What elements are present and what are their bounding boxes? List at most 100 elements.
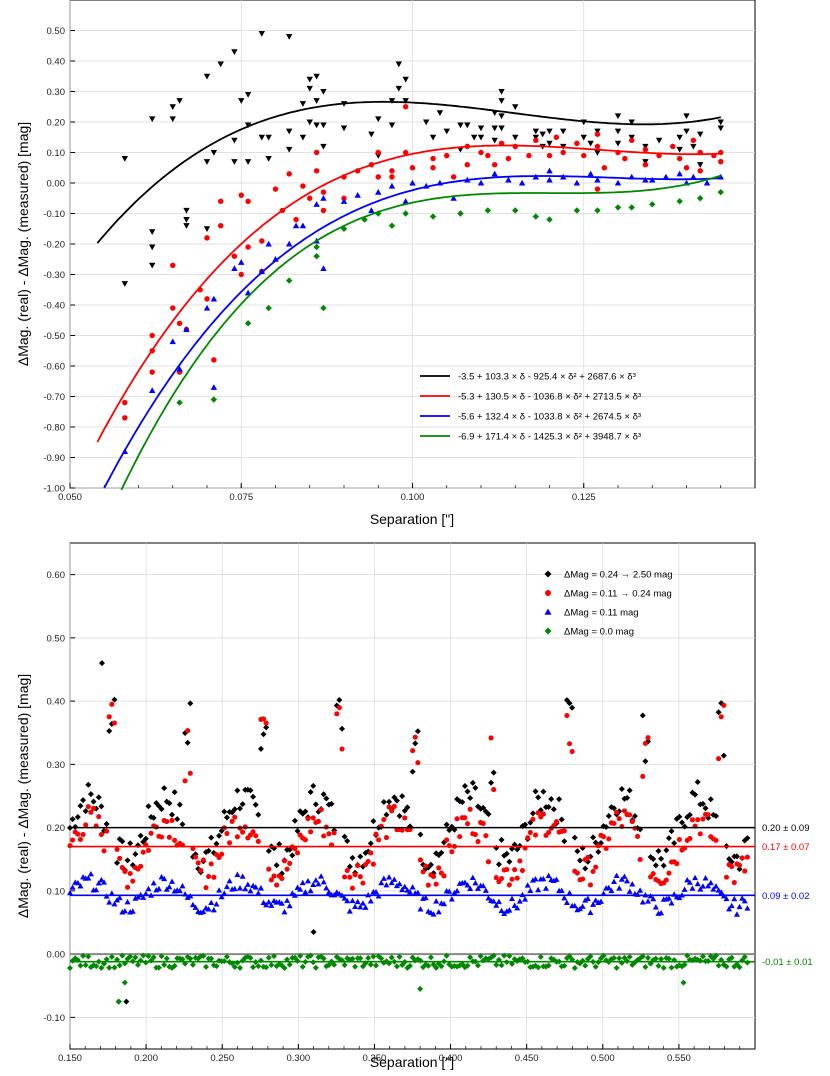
bottom-series-0-point	[522, 821, 529, 828]
top-series-2-point	[149, 387, 156, 393]
top-series-3-point	[546, 216, 553, 223]
top-series-2-point	[388, 182, 396, 189]
bottom-series-2-point	[475, 885, 482, 891]
bottom-series-2-point	[686, 879, 693, 885]
top-series-0-point	[176, 98, 183, 104]
bottom-series-1-point	[263, 720, 269, 726]
bottom-series-2-point	[367, 898, 374, 904]
top-series-2-point	[546, 176, 553, 183]
bottom-series-2-point	[482, 887, 489, 893]
bottom-series-1-point	[349, 885, 356, 891]
top-series-0-point	[423, 119, 430, 126]
top-series-0-point	[697, 162, 704, 168]
bottom-series-2-point	[341, 895, 348, 901]
bottom-series-3-outlier	[121, 979, 128, 986]
bottom-series-0-point	[624, 794, 631, 801]
bottom-series-1-point	[90, 805, 97, 811]
bottom-series-2-point	[93, 886, 100, 893]
bottom-series-2-point	[527, 887, 534, 894]
bottom-series-2-point	[140, 894, 147, 900]
bottom-series-2-point	[237, 885, 244, 891]
top-series-0-point	[299, 101, 307, 107]
bottom-series-2-point	[446, 888, 453, 894]
bottom-series-2-point	[176, 887, 183, 894]
bottom-series-2-point	[736, 903, 743, 910]
bottom-series-2-point	[407, 888, 414, 895]
top-series-0-point	[244, 159, 252, 165]
top-series-0-point	[286, 128, 293, 135]
bottom-series-1-point	[211, 874, 217, 880]
bottom-series-2-point	[95, 880, 102, 886]
bottom-series-1-point	[114, 846, 120, 853]
top-series-2-point	[594, 176, 601, 183]
bottom-series-2-point	[216, 887, 223, 893]
bottom-series-1-point	[493, 875, 499, 881]
bottom-series-2-point	[699, 883, 706, 889]
bottom-series-0-point	[255, 811, 262, 818]
bottom-series-1-point	[172, 837, 178, 843]
bottom-series-1-point	[381, 817, 387, 823]
top-series-1-point	[170, 262, 176, 269]
top-series-3-point	[320, 304, 327, 312]
top-y-tick-label: -0.90	[43, 453, 65, 464]
bottom-series-1-point	[593, 864, 599, 870]
bottom-series-3-point	[723, 963, 730, 970]
top-series-1-point	[670, 143, 676, 150]
top-series-0-point	[642, 143, 649, 150]
bottom-series-1-point	[504, 867, 510, 873]
bottom-series-1-point	[666, 870, 672, 876]
top-series-3-point	[532, 213, 539, 220]
bottom-series-0-point	[590, 834, 597, 841]
bottom-series-1-point	[109, 701, 115, 707]
top-series-1-point	[683, 165, 690, 171]
bottom-series-2-point	[145, 885, 152, 892]
bottom-series-0-point	[124, 857, 131, 864]
bottom-y-axis-label: ΔMag. (real) - ΔMag. (measured) [mag]	[15, 674, 31, 918]
bottom-series-0-point	[174, 816, 181, 823]
bottom-series-3-point	[388, 954, 395, 961]
bottom-series-2-point	[558, 887, 565, 893]
bottom-series-0-point	[370, 818, 377, 825]
top-series-0-point	[655, 137, 663, 144]
bottom-mean-labels: 0.20 ± 0.09 0.17 ± 0.07 0.09 ± 0.02 -0.01 ±…	[762, 823, 813, 968]
bottom-series-2-point	[69, 884, 76, 890]
bottom-series-3-point	[98, 964, 105, 971]
top-series-0-point	[183, 223, 190, 229]
bottom-series-1-point	[498, 875, 505, 882]
bottom-series-2-point	[684, 876, 691, 883]
bottom-series-2-point	[307, 887, 314, 894]
top-series-2-point	[518, 179, 526, 186]
top-series-0-point	[512, 104, 519, 110]
bottom-series-3-point	[77, 962, 84, 969]
bottom-series-3-point	[370, 953, 377, 960]
top-series-3-point	[573, 207, 581, 214]
top-series-0-point	[149, 229, 156, 235]
top-series-0-point	[676, 134, 683, 141]
bottom-series-0-point	[715, 709, 722, 716]
bottom-series-2-point	[587, 909, 594, 915]
bottom-series-2-point	[386, 874, 393, 880]
top-y-tick-label: -0.60	[43, 362, 65, 373]
top-series-0-point	[169, 116, 176, 123]
top-series-1-point	[690, 137, 697, 144]
top-series-2-point	[176, 365, 183, 372]
top-series-3-point	[676, 198, 683, 205]
bottom-series-1-point	[232, 814, 238, 820]
bottom-series-3-point	[116, 962, 123, 969]
bottom-series-2-point	[401, 883, 408, 890]
bottom-series-1-point	[255, 838, 261, 844]
bottom-series-3-point	[325, 961, 332, 968]
top-series-1-point	[204, 296, 210, 302]
bottom-series-0-point	[234, 787, 241, 794]
bottom-series-2-point	[344, 897, 351, 904]
bottom-series-2-point	[108, 890, 115, 896]
bottom-series-1-point	[627, 812, 633, 818]
bottom-series-0-point	[145, 803, 152, 810]
top-series-0-point	[217, 61, 224, 68]
bottom-series-2-point	[522, 896, 529, 902]
bottom-series-0-point	[179, 821, 186, 828]
top-series-2-point	[676, 170, 683, 177]
bottom-series-0-point	[74, 814, 81, 821]
bottom-series-0-point	[310, 782, 317, 789]
bottom-series-0-point	[692, 791, 699, 798]
